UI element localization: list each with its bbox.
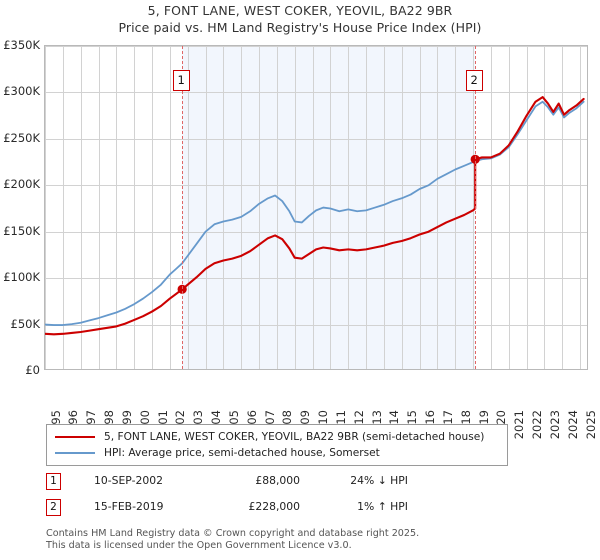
gridline-vertical [259,46,261,369]
gridline-horizontal [45,324,587,326]
transaction-list: 1 10-SEP-2002 £88,000 24% ↓ HPI 2 15-FEB-2019… [46,472,516,524]
gridline-vertical [223,46,225,369]
gridline-vertical [330,46,332,369]
price-paid-line [45,96,585,336]
legend-color-swatch [55,452,95,454]
gridline-horizontal [45,92,587,94]
gridline-vertical [98,46,100,369]
gridline-vertical [473,46,475,369]
gridline-vertical [366,46,368,369]
gridline-vertical [169,46,171,369]
gridline-vertical [401,46,403,369]
gridline-vertical [294,46,296,369]
legend-color-swatch [55,436,95,438]
legend-label: 5, FONT LANE, WEST COKER, YEOVIL, BA22 9… [104,431,485,443]
gridline-vertical [544,46,546,369]
gridline-vertical [134,46,136,369]
gridline-vertical [348,46,350,369]
y-axis-tick-label: £50K [10,316,41,331]
gridline-horizontal [45,185,587,187]
transaction-row[interactable]: 1 10-SEP-2002 £88,000 24% ↓ HPI [46,472,516,498]
y-axis-tick-label: £350K [3,38,40,52]
legend-label: HPI: Average price, semi-detached house,… [104,447,380,459]
x-axis-tick-label: 2024 [565,410,580,440]
y-axis-labels: £0 £50K £100K £150K £200K £250K £300K £350K [0,38,41,377]
page-subtitle: Price paid vs. HM Land Registry's House … [118,20,482,35]
x-axis-labels: 1995199619971998199920002001200220032004… [44,372,598,439]
gridline-vertical [116,46,118,369]
gridline-vertical [562,46,564,369]
transaction-price: £88,000 [255,474,300,487]
y-axis-tick-label: £0 [25,363,40,377]
gridline-vertical [276,46,278,369]
x-axis-tick-label: 2025 [583,410,598,440]
gridline-vertical [455,46,457,369]
gridline-vertical [419,46,421,369]
gridline-vertical [45,46,46,369]
sale-event-vline-1 [182,46,184,369]
transaction-date: 15-FEB-2019 [94,500,164,513]
chart-title-block: 5, FONT LANE, WEST COKER, YEOVIL, BA22 9… [0,2,600,36]
gridline-vertical [580,46,582,369]
gridline-horizontal [45,138,587,140]
hpi-average-line [45,100,585,326]
sale-event-vline-2 [475,46,477,369]
chart-plot-area [44,45,588,370]
series-container [45,96,585,336]
transaction-price: £228,000 [248,500,300,513]
gridline-vertical [152,46,154,369]
footer-attribution: Contains HM Land Registry data © Crown c… [46,528,586,551]
gridline-vertical [80,46,82,369]
gridline-vertical [437,46,439,369]
transaction-row[interactable]: 2 15-FEB-2019 £228,000 1% ↑ HPI [46,498,516,524]
x-axis-tick-label: 2021 [512,410,527,440]
chart-legend: 5, FONT LANE, WEST COKER, YEOVIL, BA22 9… [46,424,508,466]
gridline-vertical [187,46,189,369]
legend-item: 5, FONT LANE, WEST COKER, YEOVIL, BA22 9… [55,429,499,445]
y-axis-tick-label: £100K [3,270,40,285]
transaction-hpi-delta: 1% ↑ HPI [357,500,408,513]
y-axis-tick-label: £150K [3,223,40,238]
y-axis-tick-label: £250K [3,130,40,145]
gridline-vertical [383,46,385,369]
gridline-vertical [62,46,64,369]
sale-event-badge-1[interactable]: 1 [172,70,190,91]
y-axis-tick-label: £200K [3,177,40,192]
transaction-hpi-delta: 24% ↓ HPI [350,474,408,487]
gridline-vertical [490,46,492,369]
gridline-horizontal [45,278,587,280]
x-axis-tick-label: 2023 [547,410,562,440]
gridline-vertical [241,46,243,369]
sale-event-badge-2[interactable]: 2 [465,70,483,91]
gridline-vertical [312,46,314,369]
transaction-index-badge: 1 [46,473,61,490]
footer-line-2: This data is licensed under the Open Gov… [46,539,352,551]
legend-item: HPI: Average price, semi-detached house,… [55,445,499,461]
gridline-vertical [508,46,510,369]
transaction-date: 10-SEP-2002 [94,474,163,487]
gridline-horizontal [45,231,587,233]
gridline-horizontal [45,46,587,47]
x-axis-tick-label: 2022 [530,410,545,440]
y-axis-tick-label: £300K [3,84,40,99]
gridline-vertical [205,46,207,369]
gridline-vertical [526,46,528,369]
transaction-index-badge: 2 [46,499,61,516]
footer-line-1: Contains HM Land Registry data © Crown c… [46,528,420,539]
page-title: 5, FONT LANE, WEST COKER, YEOVIL, BA22 9… [147,3,453,18]
